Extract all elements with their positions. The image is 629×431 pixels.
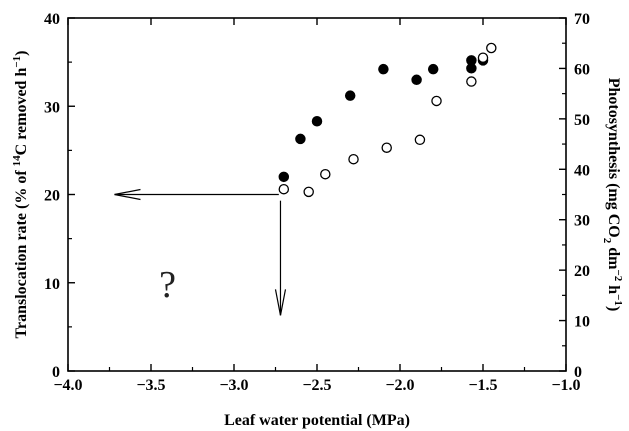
open-data-point bbox=[414, 134, 426, 146]
open-data-point bbox=[466, 76, 477, 87]
open-data-point bbox=[348, 153, 359, 165]
filled-data-point bbox=[278, 171, 290, 183]
filled-data-point bbox=[466, 55, 477, 66]
y-right-title-part: h bbox=[605, 281, 622, 294]
y-right-title-part: −2 bbox=[612, 269, 624, 281]
y-right-tick-label: 30 bbox=[574, 213, 590, 230]
y-right-title-part: dm bbox=[605, 243, 622, 270]
x-tick-label: −1.0 bbox=[551, 377, 580, 394]
y-left-tick-label: 40 bbox=[44, 11, 60, 28]
x-tick-label: −2.5 bbox=[302, 377, 331, 394]
open-data-point bbox=[320, 168, 331, 180]
x-tick-label: −3.0 bbox=[219, 377, 248, 394]
x-axis-title: Leaf water potential (MPa) bbox=[224, 412, 410, 429]
open-data-point bbox=[431, 95, 442, 107]
y-axis-right-title: Photosynthesis (mg CO2 dm−2 h−1) bbox=[601, 78, 624, 312]
y-axis-left-title: Translocation rate (% of 14C removed h−1… bbox=[11, 51, 30, 339]
open-data-point bbox=[278, 183, 290, 195]
filled-data-point bbox=[378, 63, 389, 75]
y-left-title-part: 14 bbox=[11, 155, 23, 167]
x-tick-label: −4.0 bbox=[53, 377, 82, 394]
y-right-tick-label: 70 bbox=[574, 11, 590, 28]
filled-data-point bbox=[411, 74, 422, 86]
y-right-title-part: Photosynthesis (mg CO bbox=[605, 78, 622, 238]
y-right-title-part: ) bbox=[605, 306, 622, 311]
annotations bbox=[114, 188, 287, 316]
y-left-title-part: Translocation rate (% of bbox=[13, 166, 30, 338]
y-right-tick-label: 20 bbox=[574, 263, 590, 280]
y-left-title-part: C removed h bbox=[13, 68, 30, 156]
filled-data-point bbox=[344, 90, 356, 101]
y-right-title-part: 2 bbox=[601, 238, 613, 244]
filled-data-point bbox=[295, 133, 306, 145]
question-mark-annotation: ? bbox=[159, 264, 176, 306]
y-left-tick-label: 0 bbox=[52, 364, 60, 381]
data-points bbox=[278, 42, 497, 198]
filled-data-point bbox=[311, 116, 323, 127]
x-tick-label: −2.0 bbox=[385, 377, 414, 394]
x-tick-label: −1.5 bbox=[468, 377, 497, 394]
y-right-title-part: −1 bbox=[612, 294, 624, 306]
y-left-tick-label: 10 bbox=[44, 276, 60, 293]
y-left-tick-label: 30 bbox=[44, 99, 60, 116]
y-left-tick-label: 20 bbox=[44, 188, 60, 205]
y-right-tick-label: 50 bbox=[574, 112, 590, 129]
y-right-tick-label: 0 bbox=[574, 364, 582, 381]
x-tick-label: −3.5 bbox=[136, 377, 165, 394]
y-right-tick-label: 40 bbox=[574, 162, 590, 179]
y-right-tick-label: 10 bbox=[574, 314, 590, 331]
filled-data-point bbox=[427, 63, 439, 75]
open-data-point bbox=[303, 186, 314, 198]
y-right-tick-label: 60 bbox=[574, 61, 590, 78]
open-data-point bbox=[486, 42, 497, 54]
open-data-point bbox=[477, 52, 489, 63]
down-arrow-head bbox=[274, 289, 287, 316]
ticks: −4.0 −3.5 −3.0 −2.5 −2.0 −1.5 −1.0010203040010… bbox=[44, 11, 590, 394]
y-left-title-part: ) bbox=[13, 51, 30, 56]
left-arrow-head bbox=[114, 188, 141, 201]
y-left-title-part: −1 bbox=[11, 56, 23, 68]
open-data-point bbox=[381, 142, 392, 153]
